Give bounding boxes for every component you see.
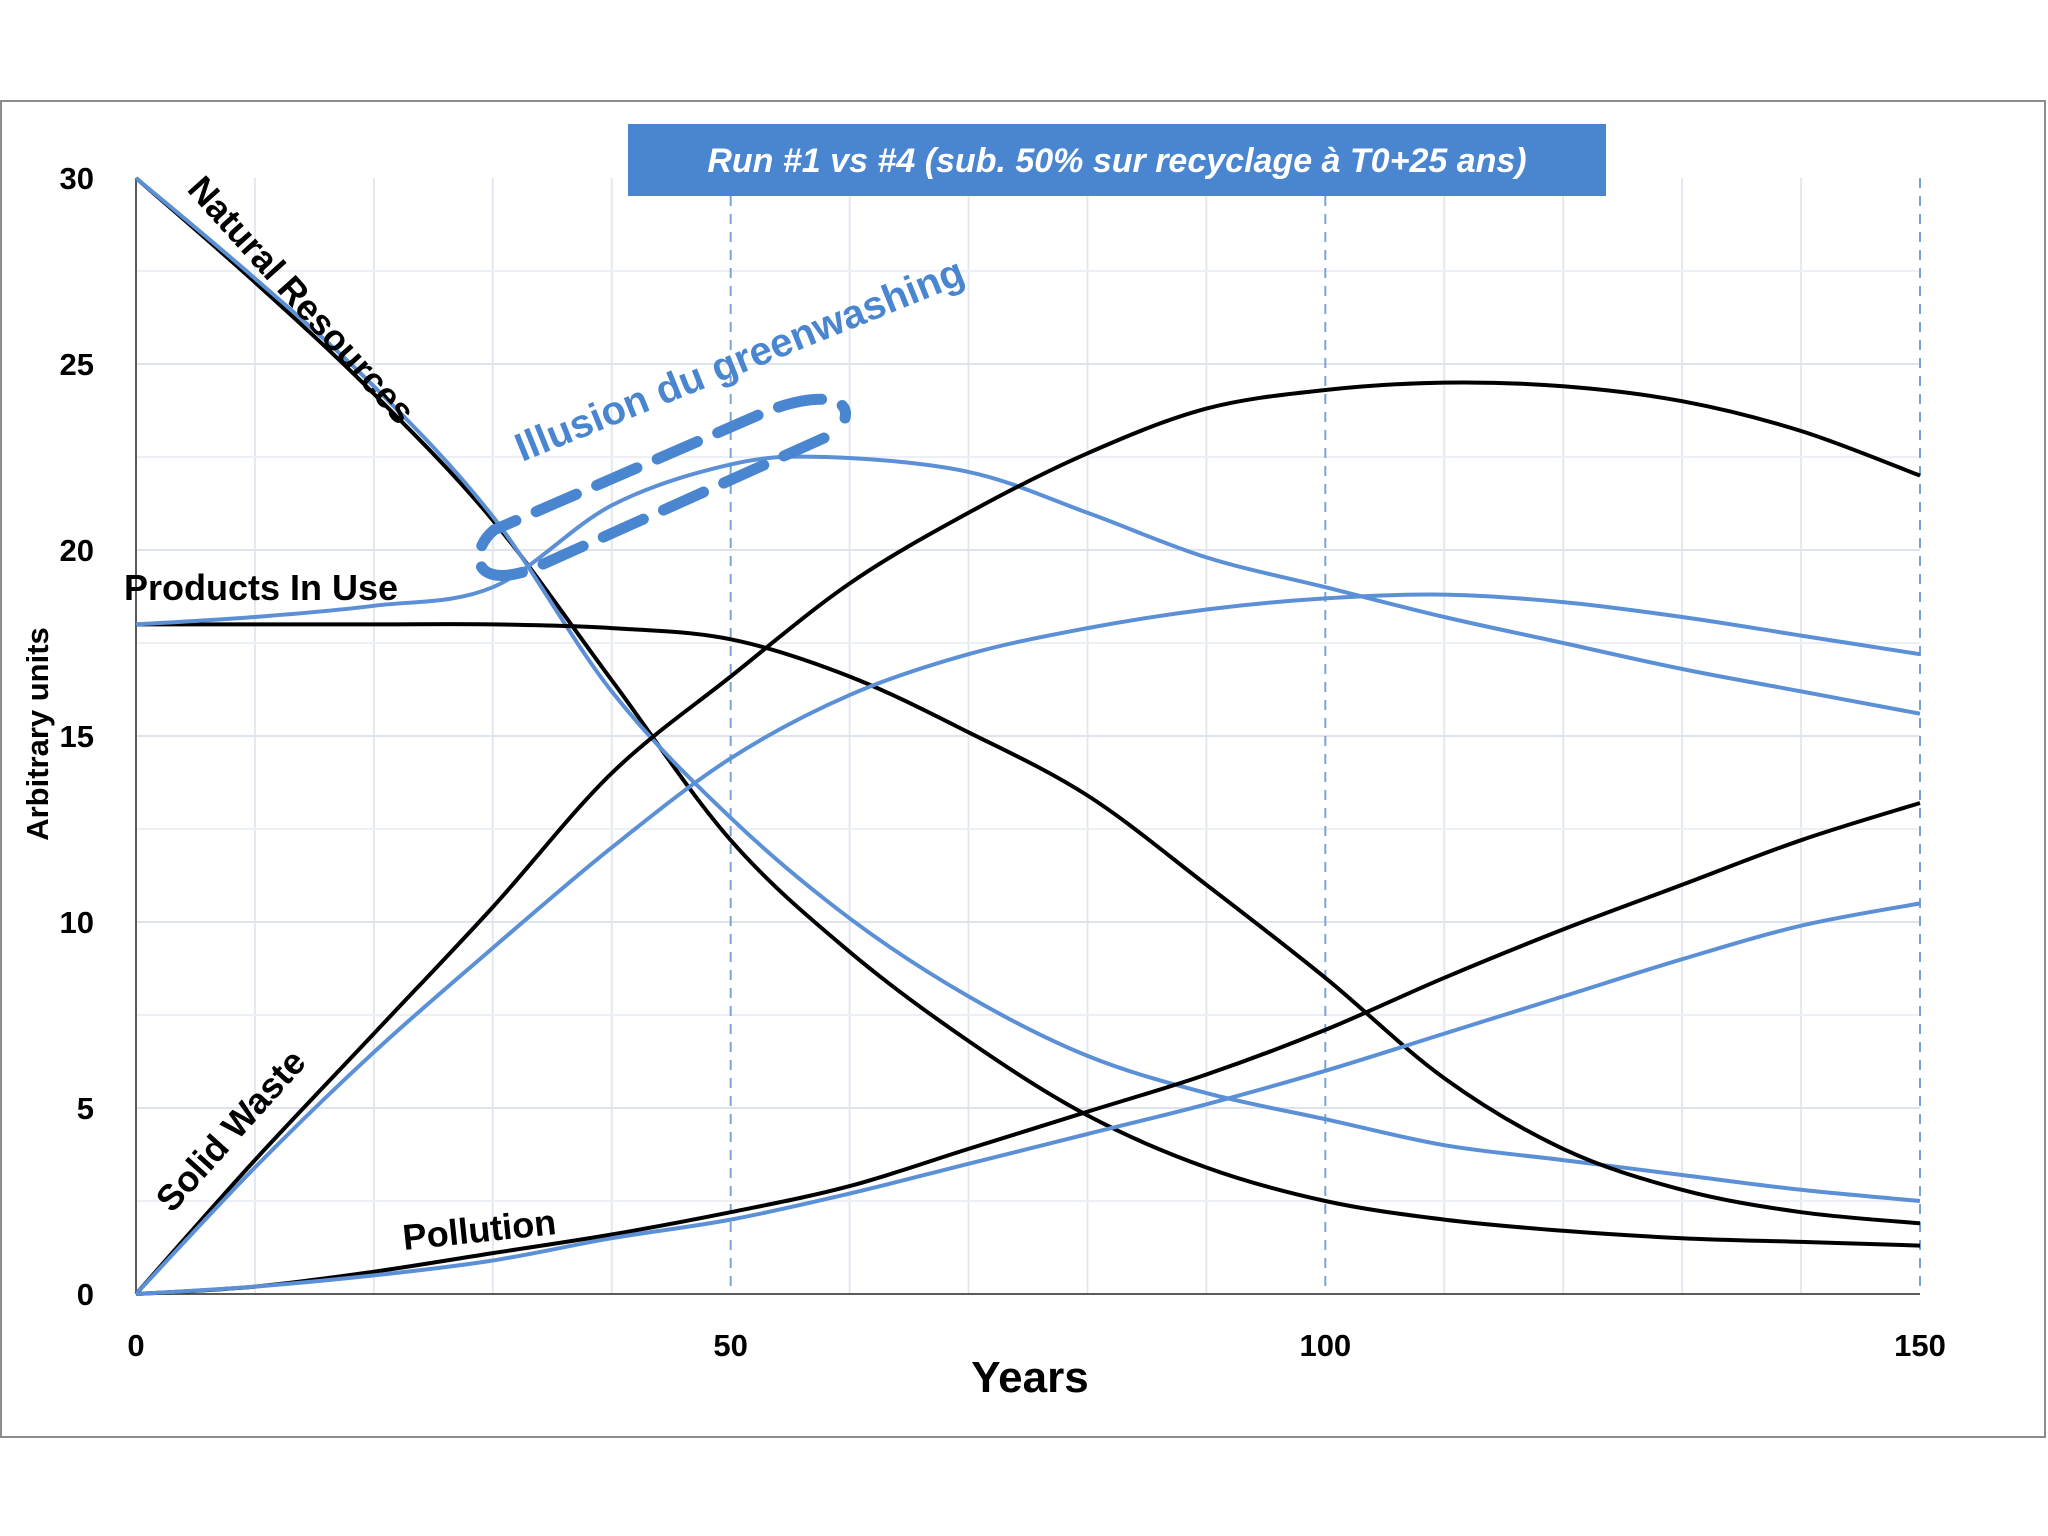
natural-resources-label: Natural Resources bbox=[180, 168, 423, 432]
series-line-products-in-use-run-4 bbox=[135, 454, 1921, 716]
series-line-solid-waste-run-4 bbox=[134, 592, 1921, 1296]
y-tick-label: 15 bbox=[60, 719, 94, 754]
y-tick-label: 5 bbox=[77, 1091, 94, 1126]
x-tick-label: 150 bbox=[1894, 1328, 1946, 1363]
x-axis-label: Years bbox=[971, 1353, 1088, 1402]
series-lines bbox=[134, 176, 1921, 1296]
y-tick-label: 0 bbox=[77, 1277, 94, 1312]
chart-title-box bbox=[628, 124, 1606, 196]
series-line-products-in-use-run-1 bbox=[136, 622, 1921, 1226]
series-line-pollution-run-1 bbox=[135, 801, 1921, 1296]
chart-title: Run #1 vs #4 (sub. 50% sur recyclage à T… bbox=[707, 142, 1526, 180]
products-in-use-label: Products In Use bbox=[124, 567, 398, 608]
x-tick-label: 100 bbox=[1299, 1328, 1351, 1363]
y-tick-label: 30 bbox=[60, 161, 94, 196]
y-axis-label: Arbitrary units bbox=[20, 627, 55, 841]
y-tick-label: 20 bbox=[60, 533, 94, 568]
x-tick-label: 50 bbox=[713, 1328, 747, 1363]
x-tick-label: 0 bbox=[127, 1328, 144, 1363]
axis-ticks: 0 5 10 15 20 25 30 0 50 100 150 bbox=[60, 161, 1946, 1363]
series-line-natural-resources-run-1 bbox=[134, 176, 1921, 1248]
series-line-pollution-run-4 bbox=[135, 901, 1921, 1296]
grid bbox=[135, 178, 1921, 1295]
series-line-solid-waste-run-1 bbox=[134, 380, 1921, 1296]
greenwashing-annotation: Illusion du greenwashing bbox=[509, 250, 971, 471]
series-line-natural-resources-run-4 bbox=[134, 176, 1921, 1203]
greenwashing-dashed-oval bbox=[473, 393, 851, 581]
pollution-label: Pollution bbox=[401, 1201, 558, 1258]
chart-frame bbox=[0, 100, 2046, 1438]
y-tick-label: 25 bbox=[60, 347, 94, 382]
y-tick-label: 10 bbox=[60, 905, 94, 940]
